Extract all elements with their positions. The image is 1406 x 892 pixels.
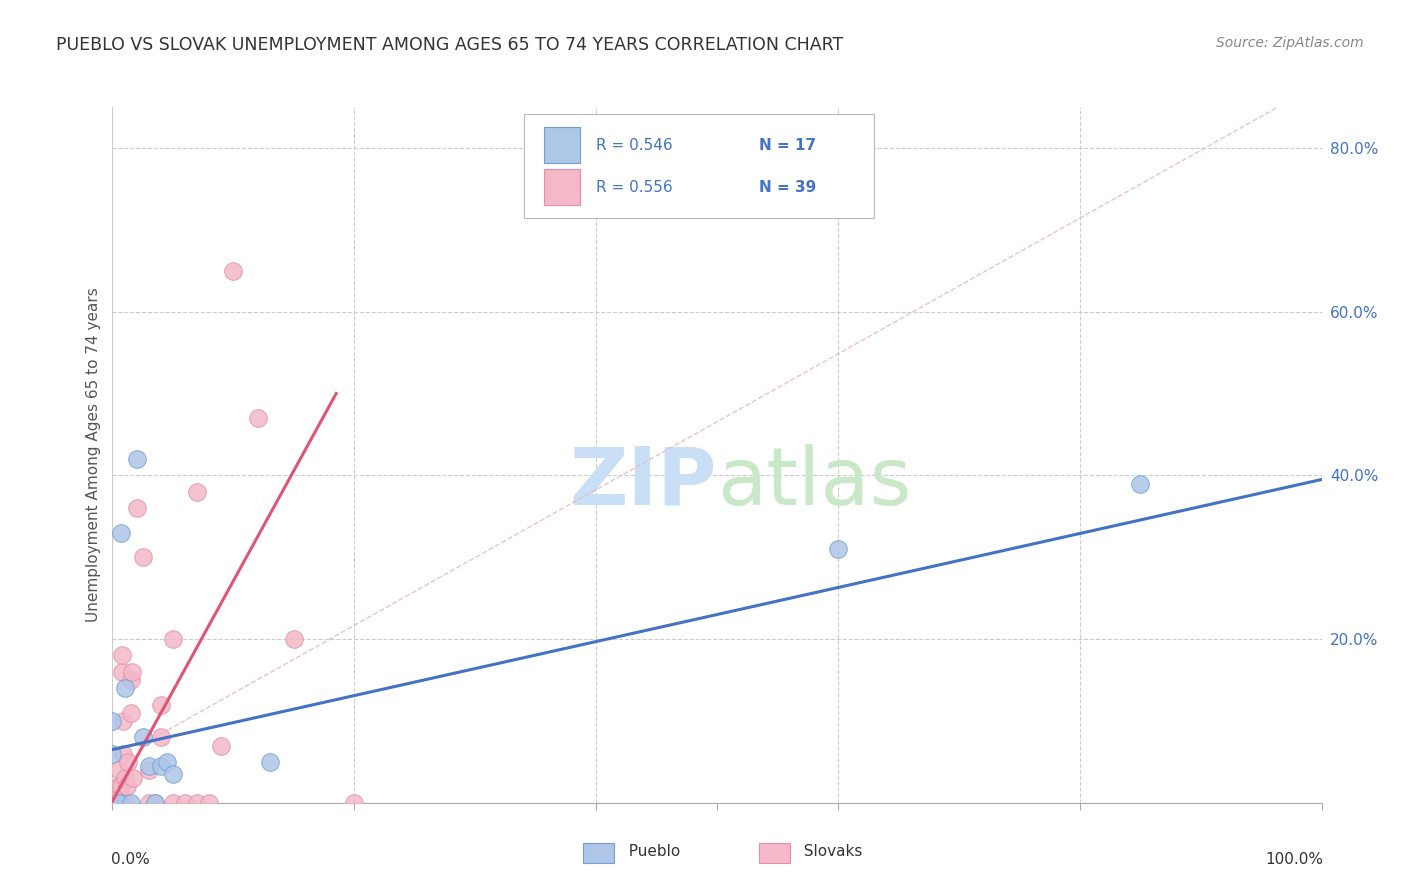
Point (101, 796, 124, 810)
Bar (544, 128, 581, 163)
Text: R = 0.556: R = 0.556 (596, 179, 672, 194)
Point (111, 648, 134, 663)
Point (174, 796, 197, 810)
Point (186, 484, 208, 499)
Point (162, 632, 184, 646)
Point (132, 550, 155, 565)
Point (115, 780, 138, 794)
Point (110, 525, 132, 540)
Point (120, 796, 142, 810)
Point (149, 759, 172, 773)
Point (125, 501, 148, 516)
Point (156, 755, 179, 769)
Point (110, 780, 132, 794)
Point (112, 747, 135, 761)
Point (114, 796, 136, 810)
Point (143, 796, 166, 810)
Point (107, 796, 129, 810)
Point (198, 796, 221, 810)
Point (104, 796, 127, 810)
Text: Slovaks: Slovaks (794, 845, 863, 859)
Point (149, 731, 172, 745)
Point (125, 452, 148, 467)
Point (138, 796, 160, 810)
Point (246, 411, 269, 425)
Point (209, 739, 232, 753)
Point (122, 771, 145, 785)
Point (120, 706, 142, 720)
Text: 100.0%: 100.0% (1265, 852, 1323, 866)
Point (827, 542, 849, 557)
Point (186, 796, 208, 810)
Point (110, 788, 132, 802)
Text: Pueblo: Pueblo (619, 845, 681, 859)
Text: atlas: atlas (717, 443, 911, 522)
Point (1129, 476, 1152, 491)
Text: Source: ZipAtlas.com: Source: ZipAtlas.com (1216, 36, 1364, 50)
Text: PUEBLO VS SLOVAK UNEMPLOYMENT AMONG AGES 65 TO 74 YEARS CORRELATION CHART: PUEBLO VS SLOVAK UNEMPLOYMENT AMONG AGES… (56, 36, 844, 54)
Point (107, 796, 129, 810)
FancyBboxPatch shape (523, 114, 875, 219)
Text: 0.0%: 0.0% (111, 852, 150, 866)
Point (101, 747, 124, 761)
Point (101, 714, 124, 728)
Point (111, 665, 134, 679)
Point (259, 755, 281, 769)
Point (114, 771, 136, 785)
Text: N = 39: N = 39 (759, 179, 817, 194)
Point (138, 759, 160, 773)
Point (143, 796, 166, 810)
Text: N = 17: N = 17 (759, 137, 817, 153)
Point (107, 763, 129, 777)
Point (138, 763, 160, 777)
Point (343, 796, 366, 810)
Point (107, 780, 129, 794)
Y-axis label: Unemployment Among Ages 65 to 74 years: Unemployment Among Ages 65 to 74 years (86, 287, 101, 623)
Point (162, 767, 184, 781)
Point (132, 731, 155, 745)
Point (222, 264, 245, 278)
Point (101, 796, 124, 810)
Bar (544, 169, 581, 205)
Point (107, 796, 129, 810)
Point (149, 698, 172, 712)
Point (105, 796, 128, 810)
Point (112, 714, 135, 728)
Text: R = 0.546: R = 0.546 (596, 137, 672, 153)
Text: ZIP: ZIP (569, 443, 717, 522)
Point (114, 681, 136, 696)
Point (117, 755, 139, 769)
Point (120, 673, 142, 687)
Point (283, 632, 305, 646)
Point (121, 665, 143, 679)
Point (162, 796, 184, 810)
